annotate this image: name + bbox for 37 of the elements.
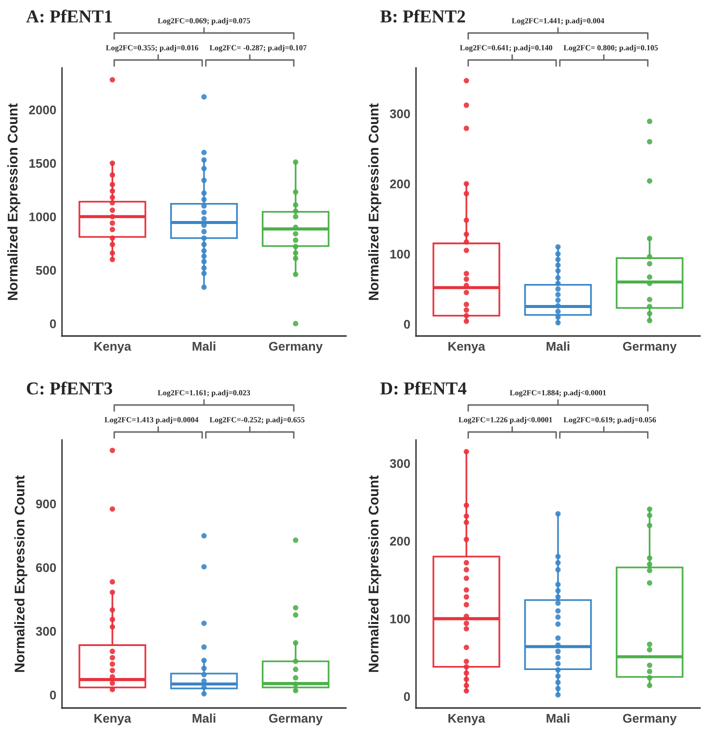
- x-tick-label: Germany: [623, 342, 677, 354]
- y-axis-title: Normalized Expression Count: [14, 475, 28, 672]
- y-tick-label: 200: [390, 180, 410, 188]
- x-tick-label: Kenya: [448, 342, 486, 354]
- y-tick-label: 900: [36, 500, 56, 508]
- x-tick-label: Mali: [192, 714, 216, 723]
- x-tick-label: Mali: [546, 714, 570, 723]
- chart-title: C: PfENT3: [26, 382, 112, 395]
- y-axis-title: Normalized Expression Count: [7, 103, 20, 300]
- y-tick-label: 1000: [29, 212, 56, 222]
- y-tick-label: 2000: [29, 106, 56, 114]
- x-tick-label: Kenya: [94, 714, 132, 726]
- y-tick-label: 1500: [29, 158, 56, 168]
- y-tick-label: 200: [390, 536, 410, 546]
- y-tick-label: 0: [50, 690, 56, 700]
- y-tick-label: 0: [404, 692, 410, 701]
- y-tick-label: 500: [36, 266, 56, 275]
- y-tick-label: 600: [36, 563, 56, 572]
- y-tick-label: 0: [50, 319, 56, 328]
- y-tick-label: 300: [390, 459, 410, 468]
- y-tick-label: 0: [404, 320, 410, 329]
- y-axis-title: Normalized Expression Count: [368, 475, 382, 672]
- chart-title: D: PfENT4: [380, 382, 466, 395]
- x-tick-label: Kenya: [94, 342, 132, 354]
- x-tick-label: Mali: [192, 342, 216, 351]
- y-axis-title: Normalized Expression Count: [368, 103, 382, 300]
- x-tick-label: Germany: [623, 714, 677, 726]
- chart-title: B: PfENT2: [380, 10, 465, 23]
- x-tick-label: Kenya: [448, 714, 486, 726]
- y-tick-label: 300: [390, 109, 410, 118]
- y-tick-label: 100: [390, 614, 410, 624]
- y-tick-label: 100: [390, 250, 410, 259]
- chart-title: A: PfENT1: [26, 10, 112, 23]
- x-tick-label: Mali: [546, 342, 570, 351]
- y-tick-label: 300: [36, 626, 56, 636]
- x-tick-label: Germany: [269, 342, 323, 354]
- x-tick-label: Germany: [269, 714, 323, 726]
